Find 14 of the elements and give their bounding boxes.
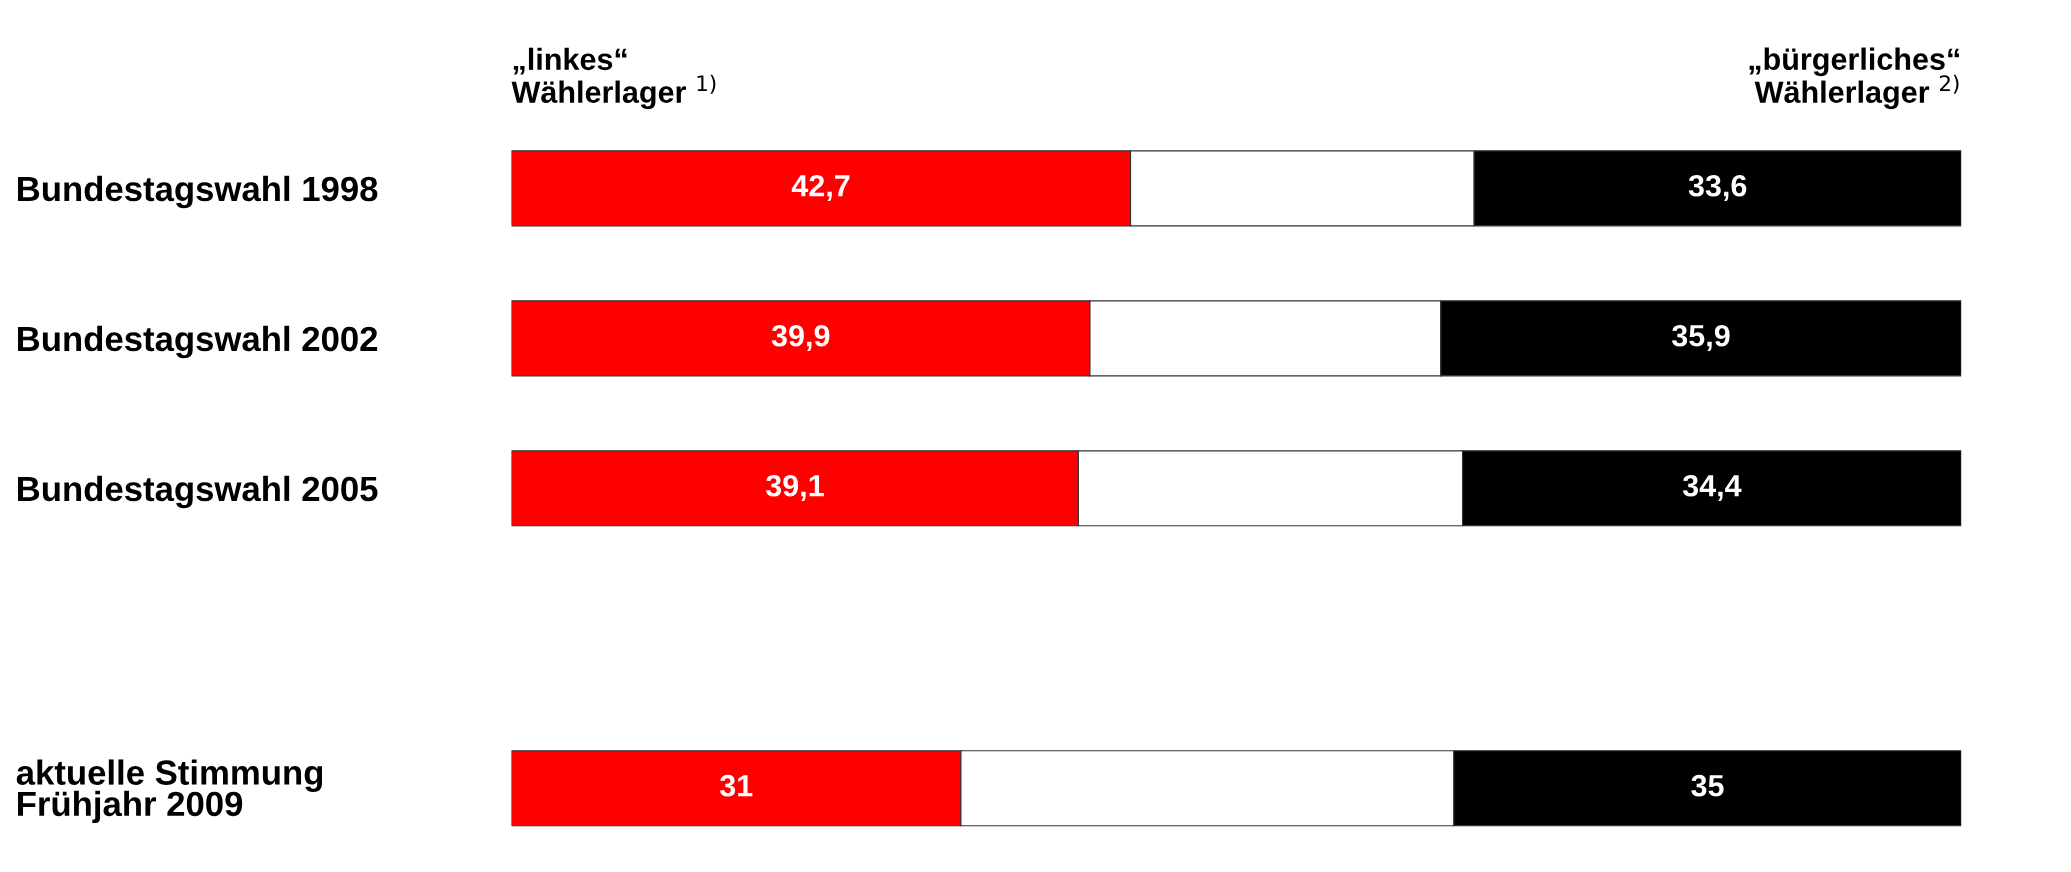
y-tick-label: Bundestagswahl 1998 — [18, 175, 378, 209]
y-tick-label: Bundestagswahl 2005 — [18, 475, 378, 509]
data-label: 33,6 — [1688, 174, 1747, 201]
series-label: „bürgerliches“ Wählerlager $^{2)}$ — [1749, 47, 1959, 110]
data-label: 31 — [719, 774, 753, 797]
series-label: „linkes“ Wählerlager $^{1)}$ — [511, 47, 716, 110]
data-label: 42,7 — [791, 174, 850, 201]
y-tick-label: aktuelle Stimmung Frühjahr 2009 — [16, 759, 323, 824]
data-label: 39,1 — [765, 474, 824, 501]
data-label: 34,4 — [1682, 474, 1742, 501]
data-label: 35,9 — [1671, 324, 1730, 351]
data-label: 35 — [1691, 774, 1724, 797]
data-label: 39,9 — [771, 324, 830, 351]
y-tick-label: Bundestagswahl 2002 — [18, 325, 378, 359]
